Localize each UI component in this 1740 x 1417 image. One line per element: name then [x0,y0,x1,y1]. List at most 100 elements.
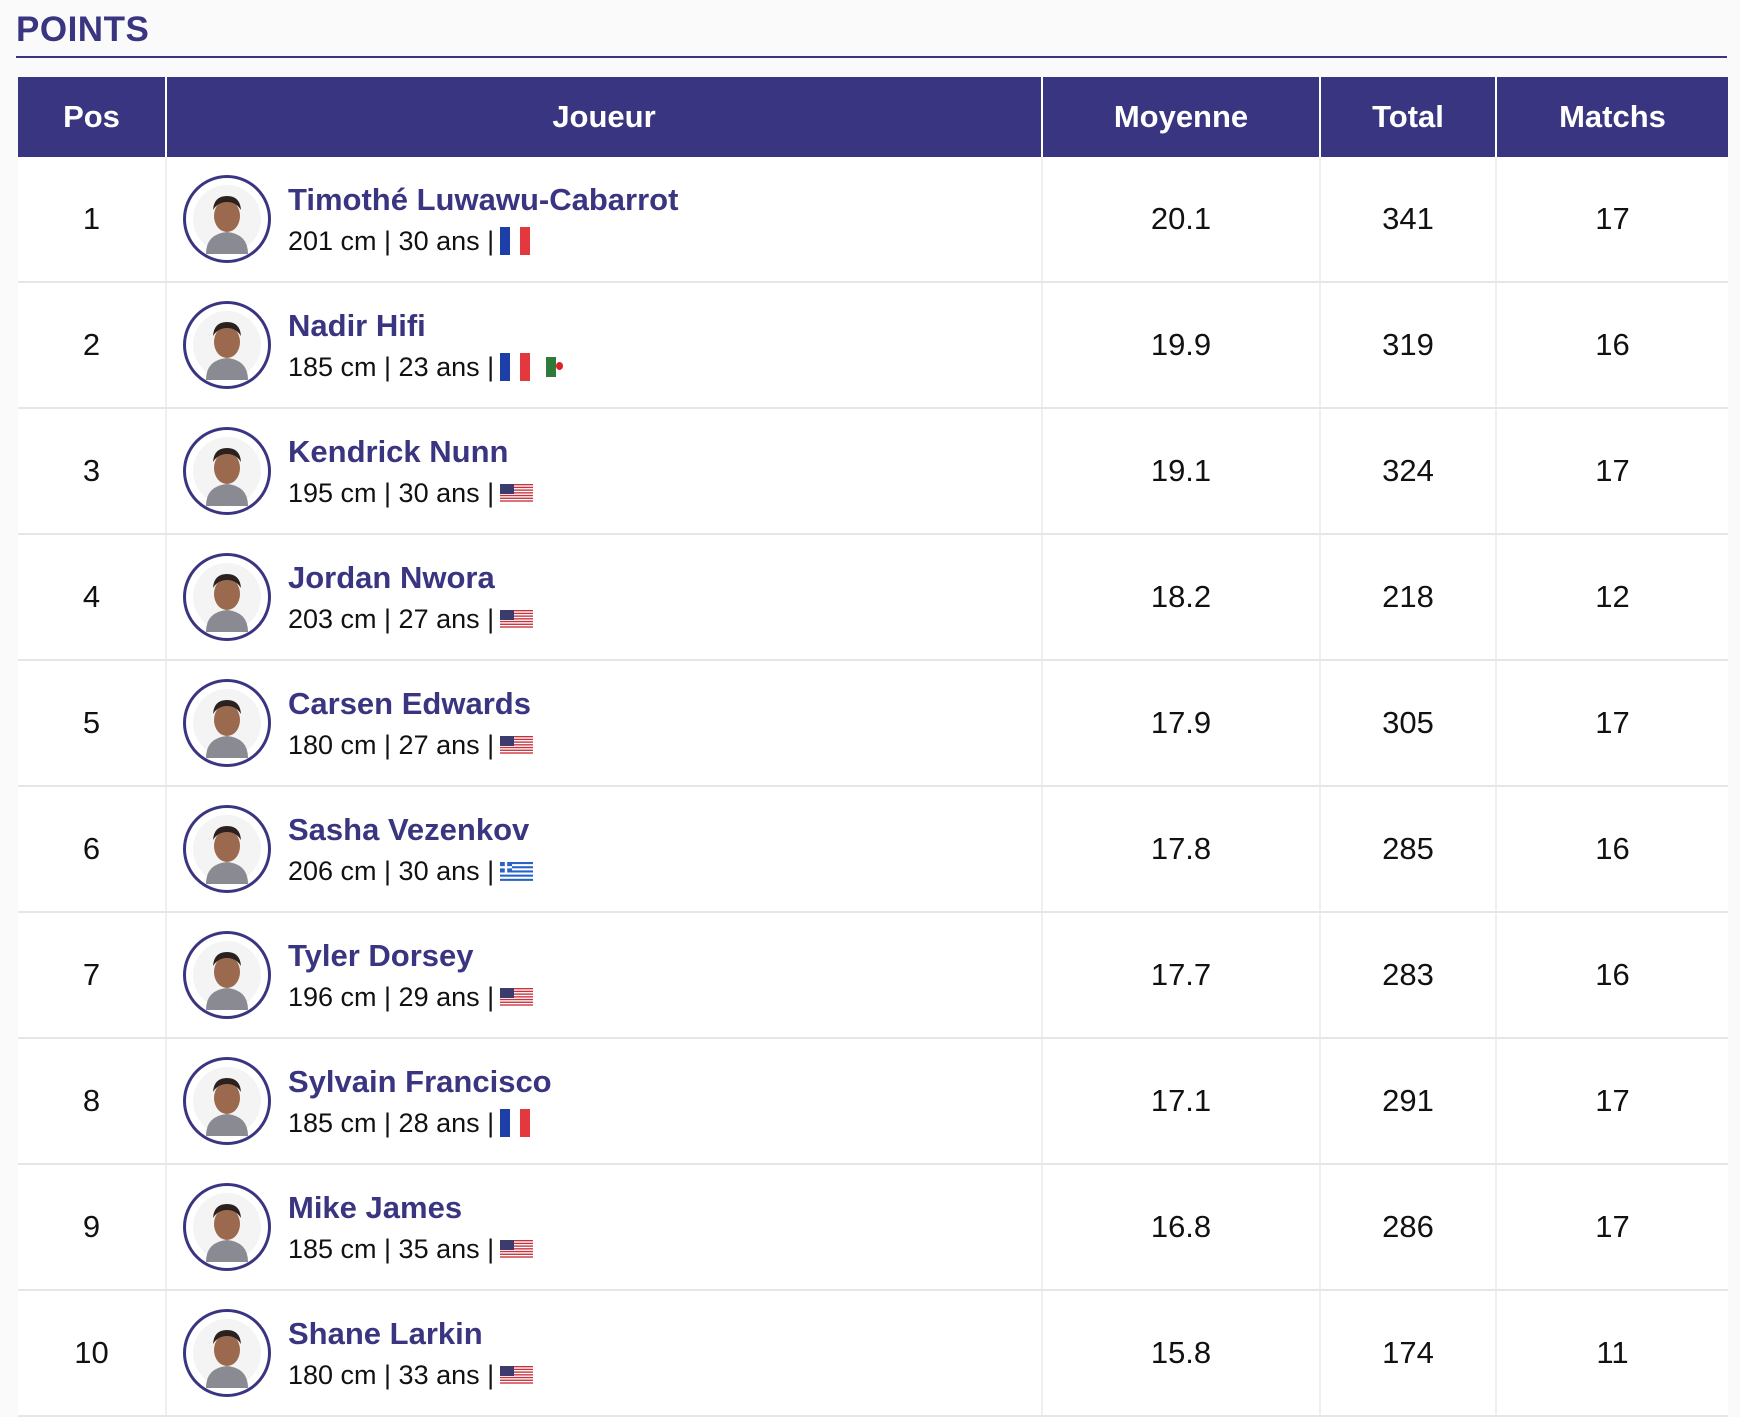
table-row[interactable]: 3 Kendrick Nunn 195 cm | 30 ans | 19.1 324 17 [18,409,1728,535]
player-name-link[interactable]: Sylvain Francisco [288,1063,552,1099]
average-cell: 18.2 [1043,535,1321,659]
flag-dz-icon [546,357,567,377]
position-cell: 6 [18,787,167,911]
player-meta: 195 cm | 30 ans | [288,477,534,509]
player-info: Carsen Edwards 180 cm | 27 ans | [288,685,534,761]
player-cell: Mike James 185 cm | 35 ans | [167,1165,1043,1289]
avatar[interactable] [183,931,271,1019]
header-pos[interactable]: Pos [18,77,167,157]
player-name-link[interactable]: Shane Larkin [288,1315,483,1351]
total-cell: 324 [1321,409,1497,533]
player-name-link[interactable]: Nadir Hifi [288,307,426,343]
player-meta: 180 cm | 33 ans | [288,1359,534,1391]
player-meta-text: 195 cm | 30 ans | [288,477,495,508]
position-cell: 9 [18,1165,167,1289]
player-meta: 196 cm | 29 ans | [288,981,534,1013]
position-cell: 2 [18,283,167,407]
avatar[interactable] [183,805,271,893]
player-name-link[interactable]: Kendrick Nunn [288,433,509,469]
title-divider [16,56,1727,58]
player-photo-icon [193,311,261,380]
player-info: Timothé Luwawu-Cabarrot 201 cm | 30 ans | [288,182,678,257]
table-row[interactable]: 7 Tyler Dorsey 196 cm | 29 ans | 17.7 283 16 [18,913,1728,1039]
games-cell: 17 [1595,1083,1630,1118]
player-meta: 206 cm | 30 ans | [288,855,534,887]
player-cell: Nadir Hifi 185 cm | 23 ans | [167,283,1043,407]
table-row[interactable]: 4 Jordan Nwora 203 cm | 27 ans | 18.2 218 12 [18,535,1728,661]
avatar[interactable] [183,301,271,389]
avatar[interactable] [183,175,271,263]
avatar[interactable] [183,1309,271,1397]
header-total[interactable]: Total [1321,77,1497,157]
player-info: Sasha Vezenkov 206 cm | 30 ans | [288,811,534,887]
games-cell: 17 [1595,453,1630,488]
player-info: Mike James 185 cm | 35 ans | [288,1189,534,1265]
table-row[interactable]: 9 Mike James 185 cm | 35 ans | 16.8 286 17 [18,1165,1728,1291]
player-name-link[interactable]: Mike James [288,1189,463,1225]
table-row[interactable]: 5 Carsen Edwards 180 cm | 27 ans | 17.9 305 1… [18,661,1728,787]
player-meta-text: 203 cm | 27 ans | [288,603,495,634]
player-info: Kendrick Nunn 195 cm | 30 ans | [288,433,534,509]
table-row[interactable]: 8 Sylvain Francisco 185 cm | 28 ans | 17.1 2… [18,1039,1728,1165]
player-info: Jordan Nwora 203 cm | 27 ans | [288,559,534,635]
average-cell: 16.8 [1043,1165,1321,1289]
player-meta: 185 cm | 35 ans | [288,1233,534,1265]
flag-fr-icon [500,353,531,381]
table-row[interactable]: 10 Shane Larkin 180 cm | 33 ans | 15.8 174 11 [18,1291,1728,1417]
header-average[interactable]: Moyenne [1043,77,1321,157]
avatar[interactable] [183,427,271,515]
player-name-link[interactable]: Carsen Edwards [288,685,531,721]
player-meta-text: 201 cm | 30 ans | [288,225,495,256]
player-name-link[interactable]: Tyler Dorsey [288,937,474,973]
player-cell: Sasha Vezenkov 206 cm | 30 ans | [167,787,1043,911]
total-cell: 291 [1321,1039,1497,1163]
avatar[interactable] [183,679,271,767]
avatar[interactable] [183,1183,271,1271]
table-header: Pos Joueur Moyenne Total Matchs [18,77,1728,157]
section-title: POINTS [16,10,150,49]
player-meta-text: 185 cm | 23 ans | [288,351,495,382]
flag-us-icon [500,1239,534,1258]
player-cell: Shane Larkin 180 cm | 33 ans | [167,1291,1043,1415]
avatar[interactable] [183,1057,271,1145]
header-player[interactable]: Joueur [167,77,1043,157]
total-cell: 285 [1321,787,1497,911]
header-games[interactable]: Matchs [1559,99,1666,134]
player-cell: Sylvain Francisco 185 cm | 28 ans | [167,1039,1043,1163]
total-cell: 305 [1321,661,1497,785]
player-photo-icon [193,1319,261,1388]
player-meta: 185 cm | 23 ans | [288,351,567,383]
player-meta-text: 196 cm | 29 ans | [288,981,495,1012]
games-cell: 16 [1595,327,1630,362]
table-row[interactable]: 2 Nadir Hifi 185 cm | 23 ans | 19.9 319 16 [18,283,1728,409]
total-cell: 174 [1321,1291,1497,1415]
player-meta-text: 206 cm | 30 ans | [288,855,495,886]
total-cell: 283 [1321,913,1497,1037]
player-meta-text: 180 cm | 33 ans | [288,1359,495,1390]
table-row[interactable]: 6 Sasha Vezenkov 206 cm | 30 ans | 17.8 285 1… [18,787,1728,913]
player-photo-icon [193,1193,261,1262]
player-meta-text: 185 cm | 28 ans | [288,1107,495,1138]
table-row[interactable]: 1 Timothé Luwawu-Cabarrot 201 cm | 30 ans … [18,157,1728,283]
player-photo-icon [193,185,261,254]
player-name-link[interactable]: Timothé Luwawu-Cabarrot [288,181,679,217]
total-cell: 319 [1321,283,1497,407]
position-cell: 1 [18,157,167,281]
games-cell: 17 [1595,201,1630,236]
player-name-link[interactable]: Sasha Vezenkov [288,811,530,847]
player-cell: Timothé Luwawu-Cabarrot 201 cm | 30 ans | [167,157,1043,281]
stats-table: Pos Joueur Moyenne Total Matchs 1 Timothé… [18,77,1728,1417]
total-cell: 341 [1321,157,1497,281]
flag-us-icon [500,987,534,1006]
flag-fr-icon [500,227,531,255]
average-cell: 17.1 [1043,1039,1321,1163]
avatar[interactable] [183,553,271,641]
player-photo-icon [193,941,261,1010]
player-meta-text: 185 cm | 35 ans | [288,1233,495,1264]
player-info: Nadir Hifi 185 cm | 23 ans | [288,307,567,383]
player-name-link[interactable]: Jordan Nwora [288,559,495,595]
player-photo-icon [193,563,261,632]
flag-us-icon [500,609,534,628]
games-cell: 17 [1595,1209,1630,1244]
